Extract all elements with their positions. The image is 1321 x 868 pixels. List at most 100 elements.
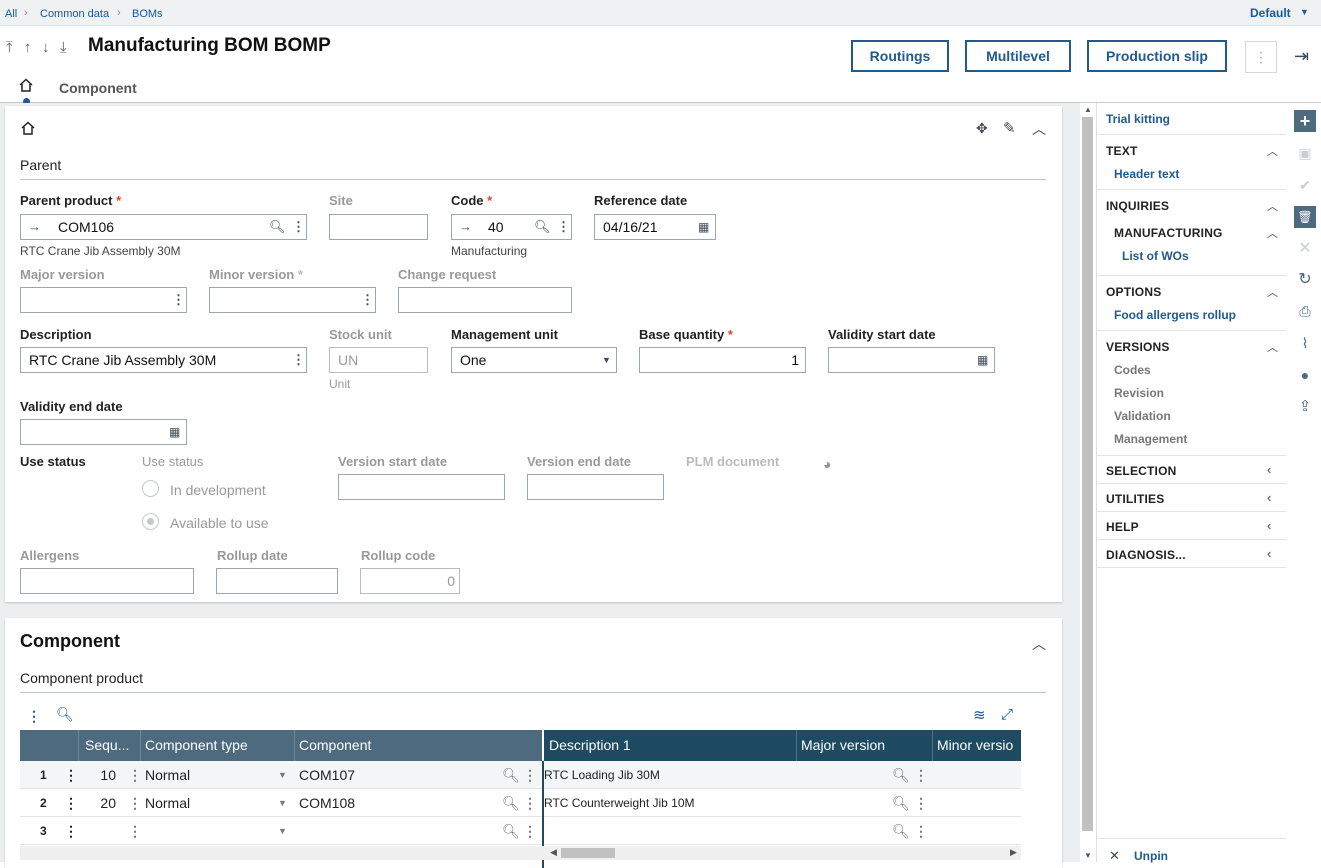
row-menu-icon[interactable]: ⋮: [64, 795, 78, 811]
caret-down-icon[interactable]: ▼: [1300, 7, 1309, 17]
chevron-up-icon[interactable]: ︿: [1267, 201, 1278, 213]
multilevel-button[interactable]: Multilevel: [965, 40, 1071, 72]
list-of-wos-link[interactable]: List of WOs: [1122, 249, 1189, 263]
manufacturing-subsection[interactable]: MANUFACTURING: [1114, 226, 1223, 240]
text-section[interactable]: TEXT: [1106, 144, 1138, 158]
search-icon[interactable]: 🔍︎: [502, 767, 520, 783]
more-icon[interactable]: ⋮: [292, 219, 305, 234]
search-icon[interactable]: 🔍︎: [892, 767, 910, 783]
more-icon[interactable]: ⋮: [914, 795, 928, 811]
home-icon[interactable]: [21, 121, 35, 138]
home-tab-icon[interactable]: [19, 78, 33, 95]
allergens-field[interactable]: [20, 568, 194, 594]
more-icon[interactable]: ⋮: [128, 795, 142, 811]
search-icon[interactable]: 🔍︎: [502, 823, 520, 839]
inquiries-section[interactable]: INQUIRIES: [1106, 199, 1170, 213]
chevron-left-icon[interactable]: ‹: [1267, 462, 1272, 477]
utilities-section[interactable]: UTILITIES: [1106, 492, 1165, 506]
comment-icon[interactable]: ●: [1300, 367, 1310, 383]
layers-icon[interactable]: ≋: [973, 707, 986, 724]
validity-end-field[interactable]: ▦: [20, 419, 187, 445]
version-start-field[interactable]: [338, 474, 505, 500]
search-icon[interactable]: 🔍︎: [502, 795, 520, 811]
version-end-field[interactable]: [527, 474, 664, 500]
routings-button[interactable]: Routings: [851, 40, 949, 72]
production-slip-button[interactable]: Production slip: [1087, 40, 1227, 72]
print-icon[interactable]: ⎙: [1299, 303, 1311, 319]
minor-version-field[interactable]: ⋮: [209, 287, 376, 313]
expand-icon[interactable]: ⤢: [1001, 706, 1014, 723]
row-menu-icon[interactable]: ⋮: [64, 767, 78, 783]
delete-icon[interactable]: 🗑︎: [1294, 206, 1316, 228]
refresh-icon[interactable]: ↻: [1298, 271, 1312, 288]
parent-product-field[interactable]: → COM106 🔍︎ ⋮: [20, 214, 307, 240]
trial-kitting-link[interactable]: Trial kitting: [1106, 112, 1171, 126]
table-row[interactable]: 3 ⋮ ⋮ ▼ 🔍︎ ⋮ 🔍︎ ⋮: [20, 817, 1021, 845]
collapse-chevron-icon[interactable]: ︿: [1032, 121, 1046, 137]
table-row[interactable]: 2 ⋮ 20 ⋮ Normal ▼ COM108 🔍︎ ⋮ RTC Counte…: [20, 789, 1021, 817]
column-header-description[interactable]: Description 1: [549, 737, 631, 753]
column-header-component[interactable]: Component: [299, 737, 372, 753]
column-header-major-version[interactable]: Major version: [801, 737, 886, 753]
more-icon[interactable]: ⋮: [128, 823, 142, 839]
collapse-chevron-icon[interactable]: ︿: [1032, 636, 1046, 652]
plm-globe-icon[interactable]: ◕: [823, 456, 832, 472]
calendar-icon[interactable]: ▦: [977, 353, 989, 367]
exit-icon[interactable]: ⇥: [1294, 46, 1310, 66]
vertical-scrollbar[interactable]: ▲ ▼: [1080, 103, 1096, 862]
rollup-date-field[interactable]: [216, 568, 338, 594]
site-field[interactable]: [329, 214, 428, 240]
calendar-icon[interactable]: ▦: [169, 425, 181, 439]
selection-section[interactable]: SELECTION: [1106, 464, 1177, 478]
pin-icon[interactable]: ✥: [976, 120, 988, 136]
more-icon[interactable]: ⋮: [523, 767, 537, 783]
row-menu-icon[interactable]: ⋮: [64, 823, 78, 839]
validity-start-field[interactable]: ▦: [828, 347, 995, 373]
search-icon[interactable]: 🔍︎: [892, 823, 910, 839]
attachment-icon[interactable]: ⌇: [1301, 335, 1309, 351]
previous-record-icon[interactable]: ↑: [24, 39, 32, 56]
dropdown-arrow-icon[interactable]: ▼: [278, 798, 287, 808]
versions-section[interactable]: VERSIONS: [1106, 340, 1170, 354]
unpin-link[interactable]: Unpin: [1134, 849, 1168, 863]
radio-in-development[interactable]: [142, 480, 159, 497]
chevron-left-icon[interactable]: ‹: [1267, 546, 1272, 561]
more-icon[interactable]: ⋮: [914, 823, 928, 839]
dropdown-arrow-icon[interactable]: ▼: [278, 826, 287, 836]
calendar-icon[interactable]: ▦: [698, 220, 710, 234]
add-icon[interactable]: +: [1294, 110, 1316, 132]
column-header-component-type[interactable]: Component type: [145, 737, 248, 753]
more-icon[interactable]: ⋮: [914, 767, 928, 783]
arrow-link-icon[interactable]: →: [28, 219, 41, 234]
code-field[interactable]: → 40 🔍︎ ⋮: [451, 214, 572, 240]
horizontal-scrollbar[interactable]: ◀ ▶: [20, 846, 1021, 860]
search-icon[interactable]: 🔍︎: [892, 795, 910, 811]
more-icon[interactable]: ⋮: [128, 767, 142, 783]
tab-component[interactable]: Component: [59, 80, 137, 96]
chevron-left-icon[interactable]: ‹: [1267, 518, 1272, 533]
reference-date-field[interactable]: 04/16/21 ▦: [594, 214, 716, 240]
management-unit-select[interactable]: One ▼: [451, 347, 617, 373]
help-section[interactable]: HELP: [1106, 520, 1139, 534]
dropdown-arrow-icon[interactable]: ▼: [602, 355, 611, 365]
major-version-field[interactable]: ⋮: [20, 287, 187, 313]
grid-actions-icon[interactable]: ⋮: [27, 708, 41, 724]
more-icon[interactable]: ⋮: [557, 219, 570, 234]
chevron-up-icon[interactable]: ︿: [1267, 228, 1278, 240]
unpin-icon[interactable]: ✕: [1109, 848, 1120, 863]
header-text-link[interactable]: Header text: [1114, 167, 1180, 181]
more-icon[interactable]: ⋮: [292, 352, 305, 367]
column-header-sequence[interactable]: Sequ...: [85, 737, 130, 753]
default-menu[interactable]: Default: [1250, 6, 1291, 20]
column-header-minor-version[interactable]: Minor versio: [937, 737, 1014, 753]
base-quantity-field[interactable]: 1: [639, 347, 806, 373]
breadcrumb-common-data[interactable]: Common data: [40, 8, 110, 20]
edit-pencil-icon[interactable]: ✎: [1003, 120, 1016, 137]
export-icon[interactable]: ⇪: [1298, 398, 1312, 415]
chevron-up-icon[interactable]: ︿: [1267, 287, 1278, 299]
options-section[interactable]: OPTIONS: [1106, 285, 1162, 299]
change-request-field[interactable]: [398, 287, 572, 313]
more-icon[interactable]: ⋮: [172, 292, 185, 307]
description-field[interactable]: RTC Crane Jib Assembly 30M ⋮: [20, 347, 307, 373]
arrow-link-icon[interactable]: →: [459, 219, 472, 234]
